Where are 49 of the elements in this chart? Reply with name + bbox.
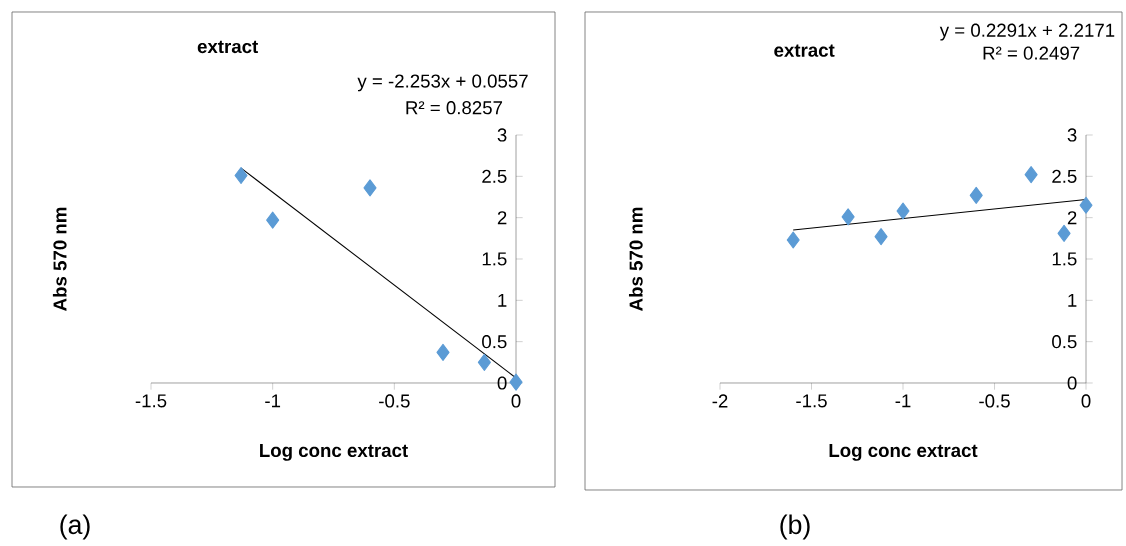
chart-title: extract <box>197 40 259 54</box>
y-tick-label: 0 <box>1067 376 1077 390</box>
x-tick-label: -1 <box>265 394 281 408</box>
point <box>509 373 523 391</box>
text: R² = 0.8257 <box>406 101 503 115</box>
y-tick-label: 1.5 <box>482 252 507 266</box>
point <box>786 231 800 249</box>
point <box>874 228 888 246</box>
x-tick-label: 0 <box>511 394 521 408</box>
point <box>1024 166 1038 184</box>
point <box>477 353 491 371</box>
point <box>841 208 855 226</box>
y-tick-label: 0 <box>497 376 507 390</box>
chart-title: extract <box>774 44 835 57</box>
point <box>266 211 280 229</box>
point <box>234 166 248 185</box>
text: (b) <box>780 514 810 540</box>
x-tick-label: -1.5 <box>135 394 167 408</box>
point <box>969 186 983 204</box>
text: y = 0.2291x + 2.2171 <box>939 23 1115 41</box>
y-tick-label: 2.5 <box>482 169 507 183</box>
y-tick-label: 3 <box>497 128 507 142</box>
y-tick-label: 2 <box>1067 211 1077 225</box>
x-tick-label: -2 <box>712 394 728 408</box>
text: (a) <box>60 514 90 540</box>
x-tick-label: -1 <box>895 394 911 408</box>
x-tick-label: -0.5 <box>379 394 410 408</box>
y-tick-label: 1.5 <box>1052 252 1077 266</box>
point <box>1079 196 1093 214</box>
text: y = -2.253x + 0.0557 <box>357 74 528 92</box>
x-tick-label: -1.5 <box>796 394 827 408</box>
point <box>1057 224 1071 242</box>
y-tick-label: 0.5 <box>1052 335 1077 349</box>
x-tick-label: 0 <box>1081 394 1091 408</box>
point <box>363 179 377 197</box>
y-tick-label: 2 <box>497 211 507 225</box>
y-tick-label: 2.5 <box>1052 169 1077 183</box>
x-axis-title: Log conc extract <box>829 444 978 461</box>
y-tick-label: 1 <box>498 293 507 307</box>
x-tick-label: -0.5 <box>979 394 1010 408</box>
y-axis-title: Abs 570 nm <box>628 207 643 311</box>
point <box>896 202 910 220</box>
y-axis-title: Abs 570 nm <box>52 207 67 311</box>
x-axis-title: Log conc extract <box>260 444 408 461</box>
point <box>436 343 450 361</box>
y-tick-label: 3 <box>1067 128 1077 142</box>
text: R² = 0.2497 <box>983 46 1080 60</box>
y-tick-label: 1 <box>1068 293 1077 307</box>
y-tick-label: 0.5 <box>482 335 507 349</box>
